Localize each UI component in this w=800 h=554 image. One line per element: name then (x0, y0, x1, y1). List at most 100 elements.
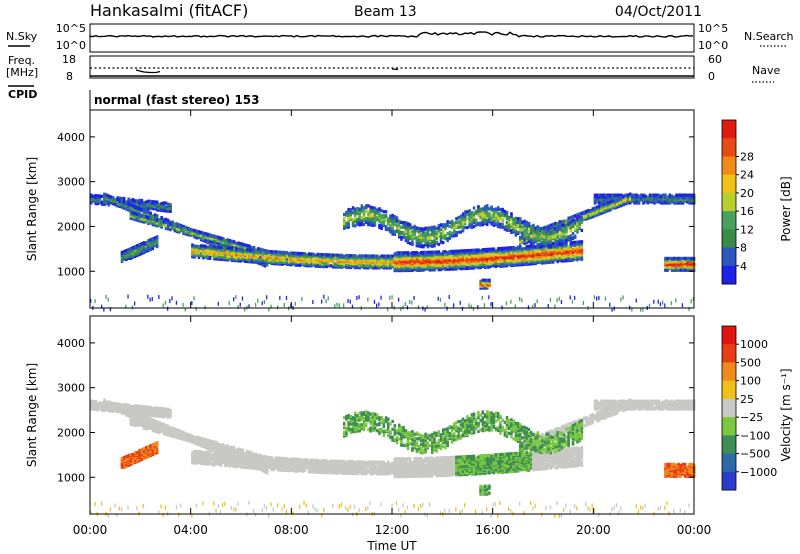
scatter-cell (345, 253, 348, 258)
scatter-cell (459, 223, 463, 227)
scatter-cell (380, 214, 383, 218)
scatter-cell (398, 251, 401, 255)
scatter-cell (514, 232, 518, 236)
scatter-cell (303, 255, 306, 259)
scatter-cell (365, 260, 368, 264)
scatter-cell (334, 255, 337, 259)
scatter-cell (532, 238, 535, 242)
scatter-cell (310, 263, 313, 267)
scatter-cell (398, 235, 401, 239)
scatter-cell (409, 254, 412, 258)
scatter-cell (567, 220, 570, 224)
scatter-cell (420, 253, 423, 257)
scatter-cell (426, 265, 430, 269)
noise-cell (367, 297, 369, 302)
scatter-cell (138, 204, 141, 208)
scatter-cell (356, 207, 359, 211)
scatter-cell (433, 225, 436, 229)
scatter-cell (426, 241, 430, 245)
noise-cell (169, 299, 171, 303)
scatter-cell (556, 258, 559, 262)
scatter-cell (285, 254, 289, 258)
scatter-cell (461, 229, 465, 233)
scatter-cell (233, 240, 236, 244)
scatter-cell (547, 228, 551, 232)
scatter-cell (384, 214, 388, 218)
scatter-cell (547, 243, 551, 247)
scatter-cell (206, 245, 210, 249)
scatter-cell (347, 215, 350, 219)
scatter-cell (384, 219, 388, 223)
scatter-cell (428, 235, 432, 239)
scatter-cell (532, 242, 535, 246)
scatter-cell (354, 219, 357, 223)
scatter-cell (129, 210, 133, 214)
scatter-cell (233, 248, 236, 252)
scatter-cell (516, 258, 520, 262)
scatter-cell (563, 244, 566, 248)
scatter-cell (338, 257, 342, 261)
scatter-cell (497, 256, 500, 260)
scatter-cell (376, 208, 379, 212)
scatter-cell (580, 220, 584, 225)
scatter-cell (534, 235, 537, 239)
scatter-cell (426, 250, 430, 254)
scatter-cell (274, 253, 278, 257)
nsky-label: N.Sky (6, 30, 38, 43)
noise-cell (312, 300, 314, 304)
noise-cell (391, 295, 393, 300)
scatter-cell (435, 254, 438, 258)
scatter-cell (367, 216, 370, 220)
scatter-cell (178, 224, 181, 228)
scatter-cell (457, 219, 460, 223)
scatter-cell (510, 218, 513, 222)
scatter-cell (444, 265, 447, 269)
scatter-cell (488, 215, 491, 219)
scatter-cell (415, 244, 419, 248)
noise-cell (356, 296, 358, 300)
scatter-cell (263, 258, 267, 262)
scatter-cell (94, 195, 97, 200)
scatter-cell (497, 206, 500, 210)
scatter-cell (521, 256, 524, 260)
scatter-cell (574, 217, 577, 221)
noise-cell (301, 297, 303, 302)
scatter-cell (235, 247, 238, 251)
scatter-cell (448, 234, 452, 238)
scatter-cell (422, 237, 425, 241)
noise-cell (459, 300, 461, 305)
scatter-cell (492, 216, 496, 220)
scatter-cell (235, 255, 238, 259)
scatter-cell (503, 246, 507, 250)
scatter-cell (563, 236, 566, 240)
scatter-cell (400, 235, 403, 239)
scatter-cell (461, 222, 465, 226)
scatter-cell (433, 239, 436, 243)
noise-cell (268, 307, 270, 312)
scatter-cell (437, 268, 441, 272)
scatter-cell (578, 246, 581, 250)
scatter-cell (479, 251, 482, 255)
noise-cell (323, 294, 325, 299)
scatter-cell (340, 265, 344, 269)
scatter-cell (290, 253, 293, 257)
scatter-cell (477, 214, 480, 218)
scatter-cell (175, 222, 179, 226)
scatter-cell (576, 217, 579, 221)
scatter-cell (525, 244, 529, 249)
noise-cell (151, 297, 153, 302)
scatter-cell (492, 219, 496, 223)
scatter-cell (574, 240, 577, 244)
scatter-cell (483, 283, 487, 287)
scatter-cell (138, 207, 141, 211)
scatter-cell (549, 234, 553, 238)
scatter-cell (257, 251, 260, 255)
scatter-cell (193, 250, 196, 254)
scatter-cell (145, 212, 148, 216)
scatter-cell (439, 255, 443, 259)
scatter-cell (266, 261, 269, 265)
scatter-cell (354, 259, 357, 263)
scatter-cell (384, 254, 388, 258)
scatter-cell (536, 225, 540, 229)
scatter-cell (527, 224, 531, 229)
